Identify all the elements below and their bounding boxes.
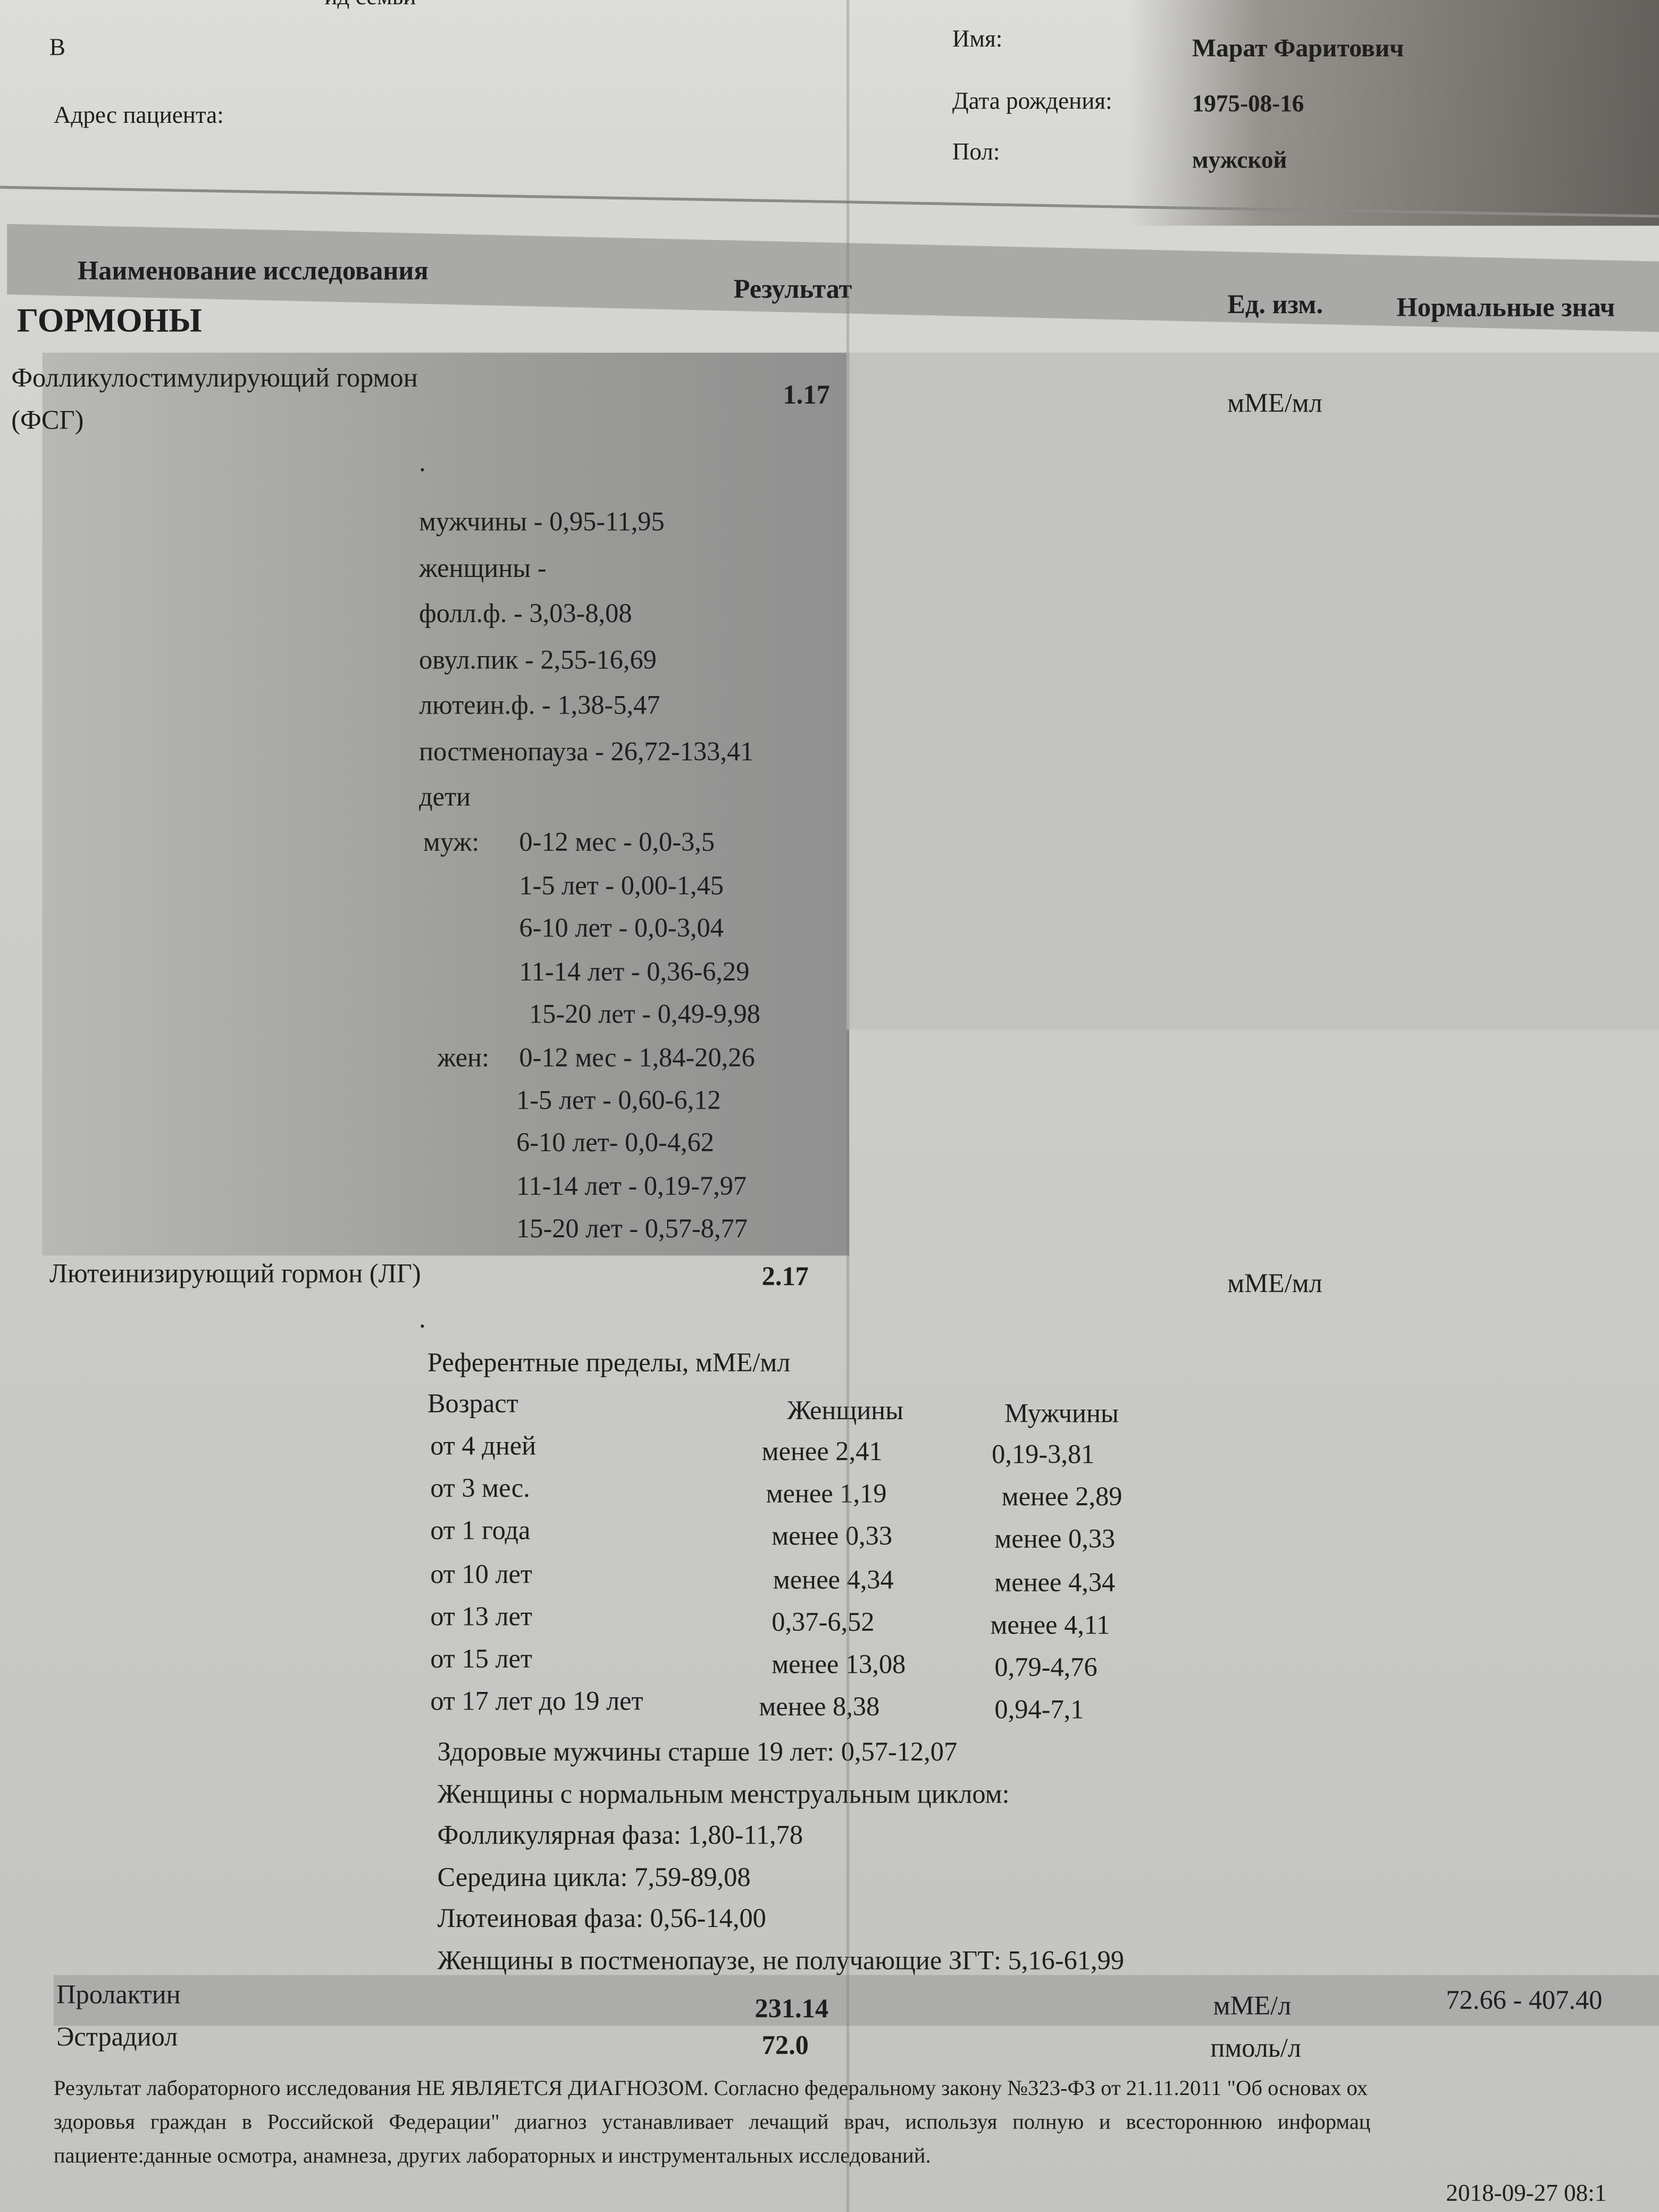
header-name: Наименование исследования: [77, 256, 429, 287]
lh-name: Лютеинизирующий гормон (ЛГ): [49, 1260, 421, 1289]
fsh-children-male-line: 6-10 лет - 0,0-3,04: [519, 914, 724, 944]
fsh-ref-line: женщины -: [418, 554, 547, 584]
sex-value: мужской: [1192, 146, 1287, 174]
lh-row-men: 0,94-7,1: [994, 1696, 1084, 1726]
lh-row-age: от 4 дней: [430, 1431, 537, 1462]
fsh-name-line1: Фолликулостимулирующий гормон: [11, 364, 418, 394]
lh-row-age: от 15 лет: [430, 1645, 532, 1675]
name-label: Имя:: [952, 25, 1003, 53]
lh-row-women: менее 13,08: [772, 1650, 906, 1680]
lh-row-women: менее 1,19: [766, 1480, 887, 1510]
print-datetime: 2018-09-27 08:1: [1446, 2180, 1607, 2207]
fsh-ref-line: лютеин.ф. - 1,38-5,47: [418, 691, 660, 721]
lh-row-women: менее 2,41: [761, 1437, 883, 1468]
lh-note-line: Здоровые мужчины старше 19 лет: 0,57-12,…: [437, 1738, 958, 1768]
lh-note-line: Женщины с нормальным менструальным цикло…: [437, 1779, 1010, 1809]
lh-note-line: Середина цикла: 7,59-89,08: [437, 1863, 751, 1893]
lh-note-line: Фолликулярная фаза: 1,80-11,78: [437, 1821, 803, 1851]
fsh-reference-block: [42, 353, 850, 1256]
lh-row-men: менее 4,34: [994, 1568, 1116, 1598]
lh-row-men: менее 0,33: [994, 1526, 1116, 1555]
lh-col-age: Возраст: [427, 1389, 518, 1420]
section-title: ГОРМОНЫ: [16, 303, 202, 340]
lh-row-men: 0,19-3,81: [992, 1440, 1095, 1470]
footer-line3: пациенте:данные осмотра, анамнеза, други…: [53, 2144, 931, 2168]
fsh-name-line2: (ФСГ): [11, 406, 84, 436]
fsh-row-band: [846, 353, 1659, 1030]
cut-text: ид семьи: [324, 0, 416, 11]
fsh-children-female-line: 15-20 лет - 0,57-8,77: [516, 1214, 748, 1244]
fsh-children-female-line: 0-12 мес - 1,84-20,26: [519, 1044, 755, 1074]
lh-row-women: 0,37-6,52: [772, 1607, 875, 1638]
lh-row-men: менее 4,11: [990, 1611, 1110, 1641]
lh-row-men: 0,79-4,76: [994, 1653, 1097, 1683]
fsh-unit: мМЕ/мл: [1227, 389, 1322, 419]
fsh-children-female-label: жен:: [437, 1044, 490, 1074]
lh-row-age: от 3 мес.: [430, 1474, 530, 1504]
fsh-ref-line: постменопауза - 26,72-133,41: [418, 737, 754, 767]
lh-ref-title: Референтные пределы, мМЕ/мл: [427, 1348, 791, 1379]
lh-note-line: Лютеиновая фаза: 0,56-14,00: [437, 1904, 766, 1934]
lh-row-women: менее 4,34: [773, 1565, 894, 1595]
lh-row-age: от 1 года: [430, 1517, 531, 1547]
header-unit: Ед. изм.: [1227, 290, 1323, 321]
header-normal: Нормальные знач: [1396, 293, 1615, 323]
paper-fold: [846, 0, 850, 2212]
fsh-children-male-line: 11-14 лет - 0,36-6,29: [519, 957, 750, 987]
fsh-ref-line: мужчины - 0,95-11,95: [418, 508, 665, 538]
prolactin-name: Пролактин: [56, 1980, 181, 2010]
lh-note-line: Женщины в постменопаузе, не получающие З…: [437, 1946, 1125, 1976]
lh-result: 2.17: [761, 1262, 809, 1293]
lh-dot: .: [418, 1305, 426, 1335]
fsh-children-male-line: 15-20 лет - 0,49-9,98: [529, 1000, 760, 1030]
object-shadow: [1128, 0, 1659, 226]
prolactin-unit: мМЕ/л: [1213, 1992, 1292, 2022]
v-label: В: [49, 33, 65, 61]
dob-value: 1975-08-16: [1192, 90, 1304, 118]
lh-row-age: от 17 лет до 19 лет: [430, 1687, 643, 1717]
lh-col-women: Женщины: [787, 1396, 904, 1427]
address-label: Адрес пациента:: [53, 102, 224, 129]
fsh-ref-line: овул.пик - 2,55-16,69: [418, 645, 657, 675]
lh-col-men: Мужчины: [1004, 1399, 1119, 1429]
prolactin-row-band: [53, 1975, 1659, 2026]
dob-label: Дата рождения:: [952, 87, 1112, 114]
name-value: Марат Фаритович: [1192, 33, 1404, 62]
prolactin-normal: 72.66 - 407.40: [1446, 1986, 1603, 2016]
lh-row-women: менее 8,38: [759, 1693, 880, 1723]
fsh-result: 1.17: [783, 381, 830, 411]
lh-row-age: от 10 лет: [430, 1560, 532, 1589]
fsh-ref-line: фолл.ф. - 3,03-8,08: [418, 599, 632, 630]
estradiol-name: Эстрадиол: [56, 2023, 178, 2053]
lh-row-men: менее 2,89: [1001, 1482, 1122, 1513]
lh-row-age: от 13 лет: [430, 1602, 532, 1632]
fsh-children-male-line: 0-12 мес - 0,0-3,5: [519, 828, 715, 858]
fsh-children-male-line: 1-5 лет - 0,00-1,45: [519, 871, 724, 901]
prolactin-result: 231.14: [755, 1995, 829, 2025]
lh-unit: мМЕ/мл: [1227, 1269, 1322, 1300]
fsh-children-female-line: 6-10 лет- 0,0-4,62: [516, 1129, 715, 1159]
sex-label: Пол:: [952, 138, 1000, 165]
header-result: Результат: [733, 275, 852, 305]
fsh-ref-line: дети: [418, 783, 471, 813]
estradiol-result: 72.0: [761, 2031, 809, 2062]
footer-line2: здоровья граждан в Российской Федерации"…: [53, 2110, 1371, 2135]
footer-line1: Результат лабораторного исследования НЕ …: [53, 2076, 1368, 2101]
fsh-children-female-line: 11-14 лет - 0,19-7,97: [516, 1171, 747, 1202]
fsh-dot: .: [418, 448, 426, 479]
estradiol-unit: пмоль/л: [1210, 2034, 1302, 2064]
lh-row-women: менее 0,33: [772, 1522, 893, 1553]
fsh-children-male-label: муж:: [423, 828, 480, 858]
fsh-children-female-line: 1-5 лет - 0,60-6,12: [516, 1086, 721, 1117]
